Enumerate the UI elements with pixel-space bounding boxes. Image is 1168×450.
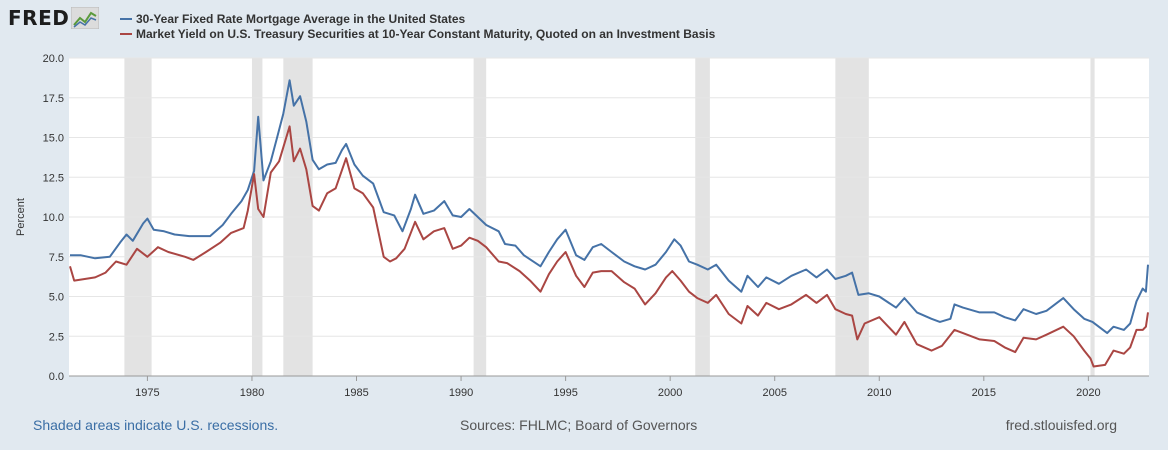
y-tick-label: 0.0: [49, 371, 64, 383]
legend-item-mortgage[interactable]: 30-Year Fixed Rate Mortgage Average in t…: [120, 11, 715, 26]
x-tick-label: 2000: [658, 387, 682, 399]
fred-logo[interactable]: FRED: [8, 6, 100, 30]
legend-label-mortgage: 30-Year Fixed Rate Mortgage Average in t…: [136, 11, 466, 26]
y-tick-label: 10.0: [43, 212, 64, 224]
x-tick-label: 2020: [1076, 387, 1100, 399]
legend-item-treasury[interactable]: Market Yield on U.S. Treasury Securities…: [120, 26, 715, 41]
logo-text: FRED: [8, 6, 70, 30]
y-axis-label: Percent: [15, 198, 27, 236]
series-line-treasury: [69, 125, 1149, 368]
chart-legend: 30-Year Fixed Rate Mortgage Average in t…: [120, 11, 715, 41]
x-tick-label: 1990: [449, 387, 473, 399]
y-tick-label: 7.5: [49, 252, 64, 264]
y-tick-label: 12.5: [43, 172, 64, 184]
y-tick-label: 15.0: [43, 133, 64, 145]
y-tick-label: 2.5: [49, 331, 64, 343]
y-tick-label: 17.5: [43, 93, 64, 105]
x-tick-label: 1980: [240, 387, 264, 399]
x-tick-label: 1975: [135, 387, 159, 399]
sources-text: Sources: FHLMC; Board of Governors: [460, 417, 698, 433]
legend-label-treasury: Market Yield on U.S. Treasury Securities…: [136, 26, 716, 41]
chart-graph-icon: [71, 7, 100, 29]
site-link[interactable]: fred.stlouisfed.org: [1005, 417, 1117, 433]
legend-swatch-treasury: [120, 32, 132, 35]
x-tick-label: 1995: [553, 387, 577, 399]
recession-note-link[interactable]: Shaded areas indicate U.S. recessions.: [33, 417, 279, 433]
legend-swatch-mortgage: [120, 17, 132, 20]
x-tick-label: 1985: [344, 387, 368, 399]
series-line-mortgage: [70, 79, 1149, 335]
x-tick-label: 2010: [867, 387, 891, 399]
x-tick-label: 2015: [972, 387, 996, 399]
y-tick-label: 20.0: [43, 53, 64, 65]
x-tick-label: 2005: [762, 387, 786, 399]
line-chart: 0.0 2.5 5.0 7.5 10.0 12.5 15.0 17.5 20.0 1975 1980…: [15, 53, 1149, 399]
y-tick-label: 5.0: [49, 292, 64, 304]
